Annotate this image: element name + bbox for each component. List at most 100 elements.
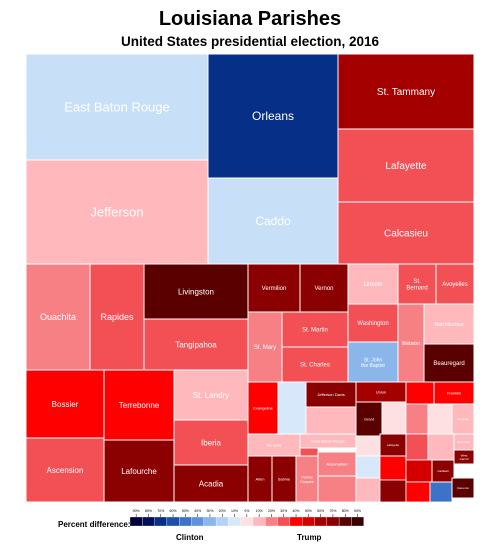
- legend-tick-label: 40%: [194, 509, 201, 513]
- treemap-cell-lafourche: [103, 439, 175, 503]
- treemap-filler-cell: [405, 459, 433, 483]
- treemap-cell-lafayette: [337, 128, 475, 203]
- treemap-cell-avoyelles: [435, 263, 475, 305]
- treemap-label-lafourche: Lafourche: [121, 467, 157, 476]
- legend-tick-label: 50%: [305, 509, 312, 513]
- treemap-filler-cell: [379, 455, 407, 481]
- legend-swatch: [203, 516, 217, 527]
- treemap-filler-cell: [405, 381, 435, 405]
- treemap-cell-caddo: [207, 177, 339, 265]
- treemap-label-ascension: Ascension: [47, 466, 84, 475]
- treemap-label-st-bernard: St. Bernard: [406, 279, 427, 292]
- treemap-label-vernon: Vernon: [314, 286, 333, 292]
- treemap-label-franklin: Franklin: [447, 390, 461, 395]
- treemap-label-acadia: Acadia: [199, 479, 224, 488]
- treemap-cell-assumption: [317, 451, 357, 477]
- treemap-label-natchitoches: Natchitoches: [435, 322, 464, 328]
- treemap-cell-caldwell: [431, 459, 455, 483]
- legend-tick-label: 50%: [182, 509, 189, 513]
- legend-tick-label: 40%: [293, 509, 300, 513]
- treemap-filler-cell: [427, 403, 453, 435]
- treemap-label-st-john-the-baptist: St. John the Baptist: [361, 357, 385, 369]
- treemap-label-west-carroll: West Carroll: [460, 454, 469, 461]
- treemap-cell-cameron: [451, 477, 475, 499]
- legend-tick-label: 30%: [206, 509, 213, 513]
- page-subtitle: United States presidential election, 201…: [120, 34, 380, 49]
- legend-swatch: [338, 516, 352, 527]
- legend-title: Percent difference:: [58, 520, 131, 529]
- legend-tick-label: 70%: [329, 509, 336, 513]
- treemap-label-pointe-coupee: Pointe Coupee: [300, 474, 315, 483]
- treemap-label-lincoln: Lincoln: [363, 282, 382, 288]
- treemap-label-east-baton-rouge: East Baton Rouge: [64, 100, 170, 115]
- legend-swatch: [240, 516, 254, 527]
- legend-tick-label: 30%: [280, 509, 287, 513]
- legend-swatch: [166, 516, 180, 527]
- treemap-label-tangipahoa: Tangipahoa: [175, 340, 217, 349]
- treemap-cell-st-landry: [173, 369, 249, 421]
- treemap-label-st-martin: St. Martin: [302, 328, 328, 334]
- treemap-label-rapides: Rapides: [100, 312, 134, 322]
- legend-swatch: [154, 516, 168, 527]
- treemap-label-st-tammany: St. Tammany: [377, 87, 435, 98]
- treemap-cell-allen: [247, 455, 273, 503]
- treemap-filler-cell: [381, 401, 407, 437]
- legend-tick-label: 80%: [342, 509, 349, 513]
- treemap-label-beauregard: Beauregard: [433, 361, 464, 367]
- treemap-label-caldwell: Caldwell: [437, 469, 449, 473]
- treemap-cell-st-john-the-baptist: [347, 341, 399, 383]
- treemap-cell-terrebonne: [103, 369, 175, 441]
- treemap-label-de-soto: De Soto: [267, 442, 282, 447]
- legend-tick-label: 20%: [268, 509, 275, 513]
- treemap-cell-west-carroll: [453, 449, 475, 465]
- legend-left-label: Clinton: [176, 533, 204, 542]
- treemap-label-iberia: Iberia: [201, 438, 222, 447]
- treemap-cell-vermilion: [247, 263, 301, 313]
- legend-swatch: [265, 516, 278, 527]
- legend-swatch: [289, 516, 303, 527]
- legend-tick-label: 80%: [145, 509, 152, 513]
- legend-swatch: [179, 516, 192, 527]
- treemap-filler-cell: [299, 447, 319, 457]
- treemap-filler-cell: [317, 475, 357, 503]
- legend-swatch: [277, 516, 291, 527]
- treemap-label-sabine: Sabine: [278, 476, 291, 481]
- legend-swatch: [129, 516, 143, 527]
- treemap-label-red-river: Red River: [457, 440, 470, 444]
- treemap-label-caddo: Caddo: [255, 214, 291, 228]
- legend-swatch: [228, 516, 241, 527]
- treemap-label-bossier: Bossier: [52, 400, 79, 409]
- treemap-label-washington: Washington: [357, 321, 388, 327]
- treemap-cell-bossier: [25, 369, 105, 439]
- treemap-cell-washington: [347, 303, 399, 343]
- page-title: Louisiana Parishes: [158, 8, 342, 30]
- legend-swatch: [252, 516, 266, 527]
- legend-tick-label: 70%: [157, 509, 164, 513]
- legend-tick-label: 10%: [231, 509, 238, 513]
- treemap-filler-cell: [405, 433, 429, 461]
- treemap-cell-rapides: [89, 263, 145, 371]
- legend-swatch: [142, 516, 155, 527]
- treemap-label-jefferson: Jefferson: [90, 205, 143, 220]
- treemap-label-allen: Allen: [256, 476, 265, 481]
- legend-right-label: Trump: [297, 533, 322, 542]
- treemap-label-st-charles: St. Charles: [300, 363, 330, 369]
- legend-tick-label: 90%: [354, 509, 361, 513]
- legend-tick-label: 60%: [317, 509, 324, 513]
- treemap-cell-lafayette: [379, 433, 407, 457]
- legend-swatch: [191, 516, 204, 527]
- treemap-filler-cell: [429, 481, 453, 503]
- treemap-cell-iberia: [173, 419, 249, 466]
- treemap-filler-cell: [405, 403, 429, 435]
- legend-tick-label: 10%: [256, 509, 263, 513]
- legend-tick-label: 90%: [133, 509, 140, 513]
- treemap-cell-ascension: [25, 437, 105, 503]
- legend-tick-label: 60%: [170, 509, 177, 513]
- treemap-label-st-mary: St. Mary: [254, 345, 276, 351]
- treemap-filler-cell: [355, 435, 381, 457]
- treemap-filler-cell: [277, 381, 307, 435]
- treemap-cell-acadia: [173, 464, 249, 503]
- treemap-cell-west-baton-rouge: [299, 433, 357, 449]
- treemap-filler-cell: [355, 455, 381, 479]
